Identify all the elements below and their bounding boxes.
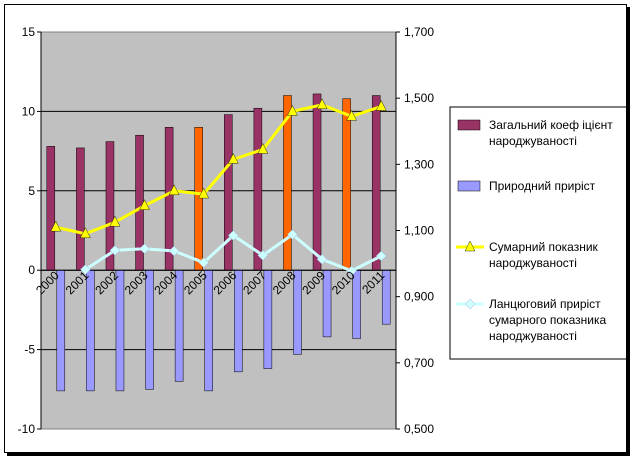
point-total-fertility: [139, 199, 150, 210]
bar-natural-growth: [293, 269, 302, 355]
left-tick-label: -5: [24, 343, 35, 357]
chart-canvas: 15 10 5 0 -5 -10 1,700 1,500 1,300 1,100 0,900 0,7…: [18, 25, 626, 436]
right-tick-label: 0,700: [404, 356, 434, 370]
legend: Загальний коеф іцієнт народжуваності Приро…: [449, 106, 626, 360]
point-total-fertility: [168, 184, 180, 196]
right-tick-label: 0,500: [404, 422, 434, 436]
left-tick-label: 0: [28, 263, 35, 277]
point-total-fertility: [257, 142, 269, 154]
left-axis-ticks: 15 10 5 0 -5 -10: [18, 25, 42, 436]
bar-natural-growth: [263, 269, 273, 369]
point-chain-growth: [346, 265, 357, 277]
plot-background: [41, 32, 396, 429]
legend-marker: [464, 240, 476, 252]
point-chain-growth: [168, 245, 180, 257]
point-chain-growth: [139, 243, 150, 254]
left-tick-label: -10: [18, 422, 36, 436]
point-total-fertility: [109, 215, 121, 227]
left-tick-label: 15: [22, 25, 36, 39]
point-chain-growth: [228, 230, 239, 241]
right-tick-label: 1,700: [404, 25, 434, 39]
legend-swatch: [457, 119, 481, 131]
legend-box: [449, 106, 626, 360]
point-chain-growth: [287, 229, 298, 240]
right-axis-ticks: 1,700 1,500 1,300 1,100 0,900 0,700 0,500: [395, 25, 434, 436]
bar-birth-rate: [76, 147, 85, 271]
left-tick-label: 5: [28, 184, 35, 198]
chart-frame: 15 10 5 0 -5 -10 1,700 1,500 1,300 1,100 0,900 0,7…: [4, 4, 627, 453]
bar-birth-rate: [194, 127, 203, 271]
right-tick-label: 1,100: [404, 224, 434, 238]
point-chain-growth: [257, 250, 269, 261]
line-total-fertility: [55, 103, 382, 236]
bar-birth-rate: [371, 95, 381, 271]
point-chain-growth: [316, 253, 328, 265]
bar-birth-rate: [46, 146, 56, 271]
point-chain-growth: [80, 264, 91, 275]
point-chain-growth: [198, 257, 209, 268]
point-total-fertility: [375, 99, 387, 111]
right-tick-label: 1,500: [404, 91, 434, 105]
bar-birth-rate: [253, 107, 263, 271]
legend-marker: [464, 298, 476, 310]
left-tick-label: 10: [22, 104, 36, 118]
legend-label: Природний приріст: [489, 179, 596, 193]
bar-birth-rate: [342, 98, 351, 271]
bar-birth-rate: [224, 114, 233, 271]
point-total-fertility: [227, 152, 239, 164]
point-total-fertility: [198, 187, 210, 199]
legend-label: Сумарний показник народжуваності: [489, 240, 599, 270]
right-tick-label: 1,300: [404, 157, 434, 171]
point-total-fertility: [316, 98, 328, 109]
right-tick-label: 0,900: [404, 290, 434, 304]
plot-area: [40, 31, 397, 430]
legend-label: Загальний коеф іцієнт народжуваності: [489, 118, 613, 148]
point-chain-growth: [109, 245, 121, 256]
point-chain-growth: [375, 250, 387, 262]
point-total-fertility: [80, 227, 91, 239]
bar-birth-rate: [312, 93, 322, 271]
point-total-fertility: [346, 109, 357, 121]
legend-label: Ланцюговий приріст сумарного показника нар…: [489, 297, 606, 343]
point-total-fertility: [287, 104, 298, 116]
point-total-fertility: [50, 220, 62, 232]
legend-swatch: [457, 180, 481, 192]
